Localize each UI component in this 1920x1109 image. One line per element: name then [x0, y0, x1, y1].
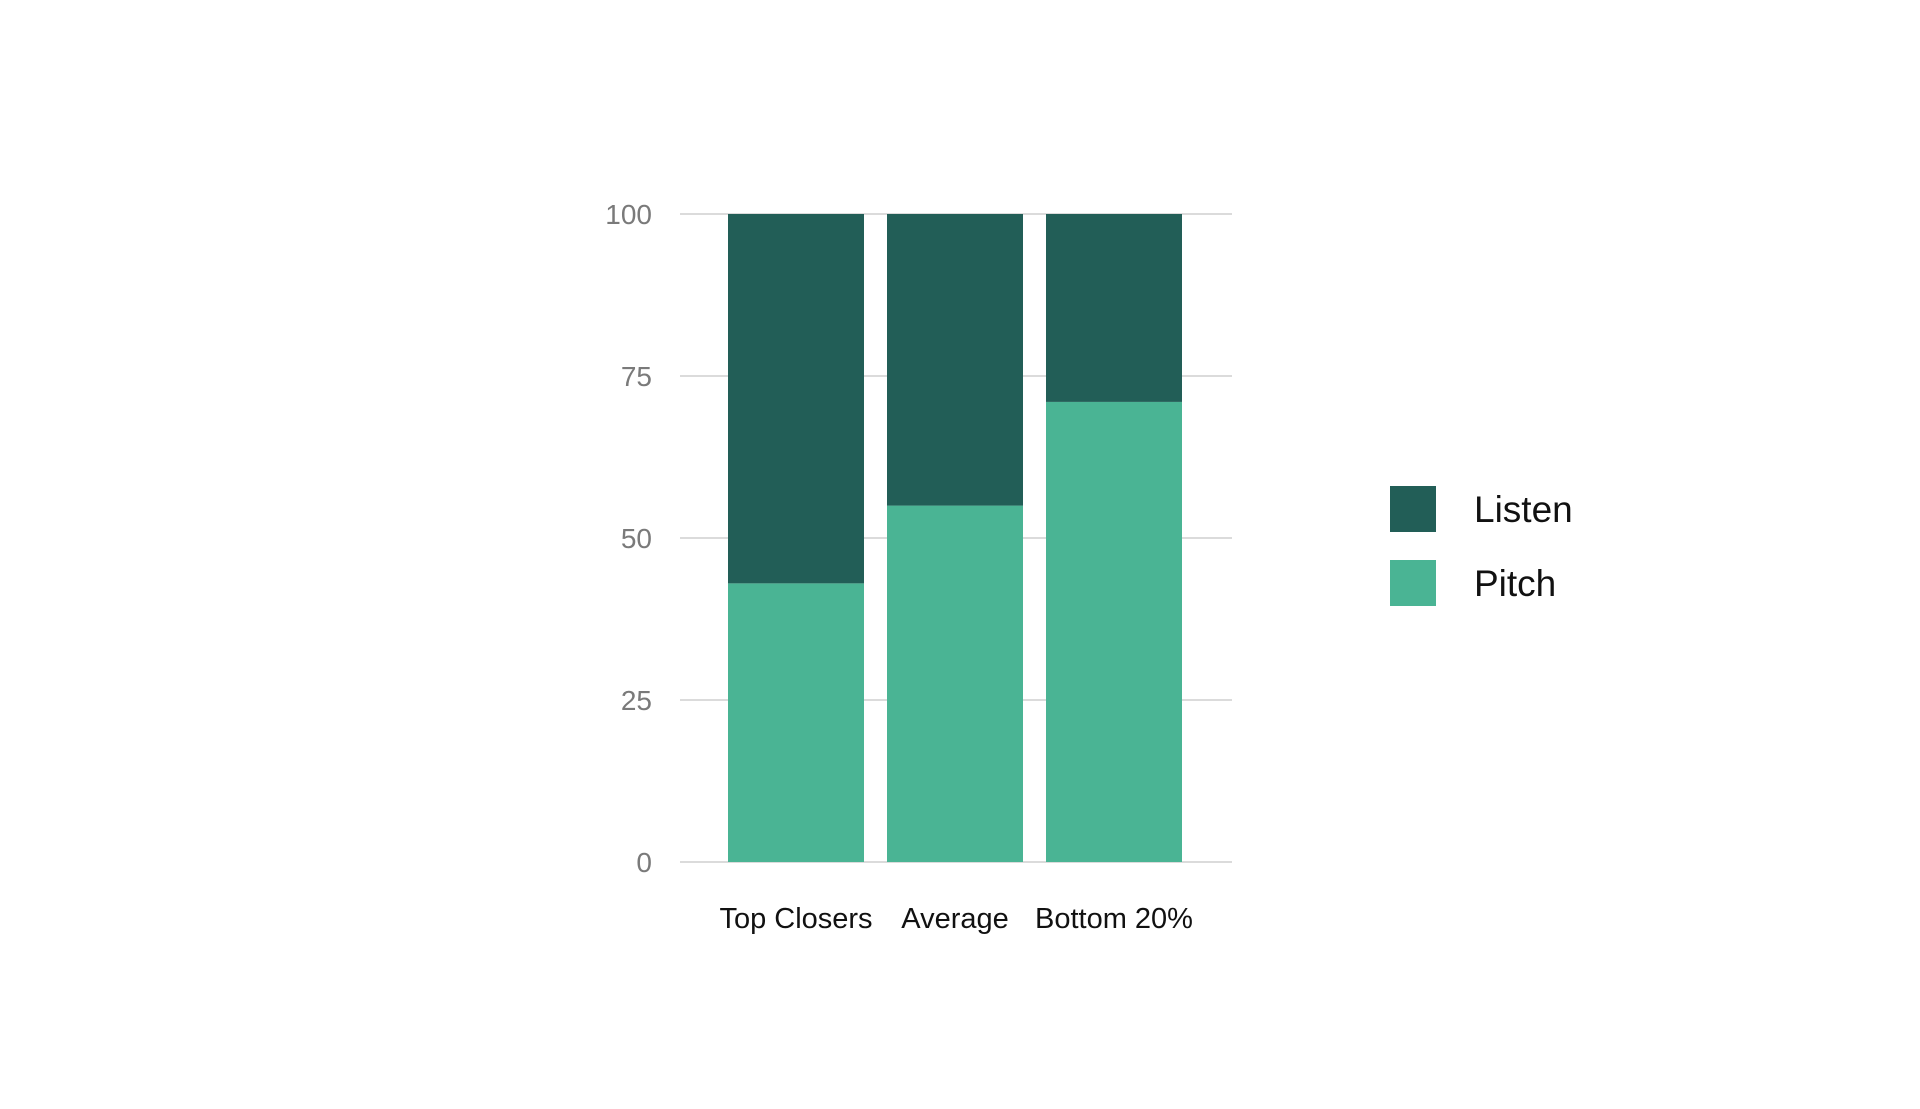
bar-segment-listen [1046, 214, 1182, 402]
x-category-label: Top Closers [719, 903, 872, 935]
bar-segment-pitch [1046, 401, 1182, 862]
bar-segment-pitch [728, 583, 864, 862]
y-tick-label: 0 [636, 847, 652, 878]
y-axis: 0 25 50 75 100 [605, 199, 652, 878]
legend-swatch [1390, 560, 1436, 606]
bar-segment-listen [887, 214, 1023, 506]
y-tick-label: 75 [621, 361, 652, 392]
y-tick-label: 50 [621, 523, 652, 554]
legend-item-listen: Listen [1390, 486, 1573, 532]
x-category-label: Bottom 20% [1035, 903, 1193, 935]
legend-swatch [1390, 486, 1436, 532]
bar-segment-pitch [887, 505, 1023, 862]
y-tick-label: 100 [605, 199, 652, 230]
y-tick-label: 25 [621, 685, 652, 716]
legend: Listen Pitch [1390, 486, 1573, 606]
x-category-label: Average [901, 903, 1009, 935]
bar-segment-listen [728, 214, 864, 584]
legend-item-pitch: Pitch [1390, 560, 1556, 606]
legend-label: Listen [1474, 489, 1573, 530]
bar-layer [728, 214, 1182, 862]
legend-label: Pitch [1474, 563, 1556, 604]
x-axis: Top Closers Average Bottom 20% [719, 903, 1193, 935]
